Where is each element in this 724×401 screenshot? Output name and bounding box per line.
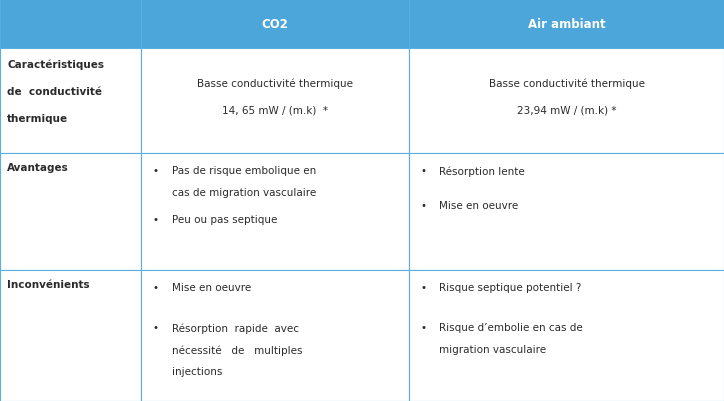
Text: Mise en oeuvre: Mise en oeuvre bbox=[172, 283, 251, 293]
Text: 14, 65 mW / (m.k)  *: 14, 65 mW / (m.k) * bbox=[222, 105, 328, 115]
Text: Air ambiant: Air ambiant bbox=[528, 18, 605, 31]
Text: Basse conductivité thermique: Basse conductivité thermique bbox=[489, 78, 644, 89]
Text: Résorption  rapide  avec: Résorption rapide avec bbox=[172, 322, 298, 333]
Text: Basse conductivité thermique: Basse conductivité thermique bbox=[197, 78, 353, 89]
Text: •: • bbox=[153, 166, 159, 176]
FancyBboxPatch shape bbox=[0, 0, 141, 49]
Text: migration vasculaire: migration vasculaire bbox=[439, 344, 547, 354]
FancyBboxPatch shape bbox=[0, 49, 141, 154]
FancyBboxPatch shape bbox=[141, 154, 409, 271]
FancyBboxPatch shape bbox=[409, 49, 724, 154]
FancyBboxPatch shape bbox=[409, 0, 724, 49]
FancyBboxPatch shape bbox=[409, 154, 724, 271]
Text: •: • bbox=[153, 322, 159, 332]
Text: •: • bbox=[153, 283, 159, 293]
Text: nécessité   de   multiples: nécessité de multiples bbox=[172, 344, 302, 355]
Text: •: • bbox=[153, 214, 159, 224]
Text: cas de migration vasculaire: cas de migration vasculaire bbox=[172, 188, 316, 198]
Text: •: • bbox=[421, 283, 426, 293]
Text: Résorption lente: Résorption lente bbox=[439, 166, 525, 176]
Text: Peu ou pas septique: Peu ou pas septique bbox=[172, 214, 277, 224]
Text: thermique: thermique bbox=[7, 114, 68, 124]
Text: Mise en oeuvre: Mise en oeuvre bbox=[439, 201, 518, 211]
FancyBboxPatch shape bbox=[141, 0, 409, 49]
Text: •: • bbox=[421, 322, 426, 332]
Text: Pas de risque embolique en: Pas de risque embolique en bbox=[172, 166, 316, 176]
FancyBboxPatch shape bbox=[141, 271, 409, 401]
Text: Inconvénients: Inconvénients bbox=[7, 279, 90, 290]
Text: Caractéristiques: Caractéristiques bbox=[7, 59, 104, 70]
Text: 23,94 mW / (m.k) *: 23,94 mW / (m.k) * bbox=[517, 105, 616, 115]
Text: CO2: CO2 bbox=[261, 18, 289, 31]
FancyBboxPatch shape bbox=[409, 271, 724, 401]
Text: Avantages: Avantages bbox=[7, 162, 69, 172]
Text: •: • bbox=[421, 166, 426, 176]
FancyBboxPatch shape bbox=[141, 49, 409, 154]
FancyBboxPatch shape bbox=[0, 154, 141, 271]
Text: •: • bbox=[421, 201, 426, 211]
Text: de  conductivité: de conductivité bbox=[7, 87, 102, 97]
FancyBboxPatch shape bbox=[0, 0, 724, 49]
Text: Risque d’embolie en cas de: Risque d’embolie en cas de bbox=[439, 322, 584, 332]
Text: injections: injections bbox=[172, 367, 222, 377]
Text: Risque septique potentiel ?: Risque septique potentiel ? bbox=[439, 283, 582, 293]
FancyBboxPatch shape bbox=[0, 271, 141, 401]
